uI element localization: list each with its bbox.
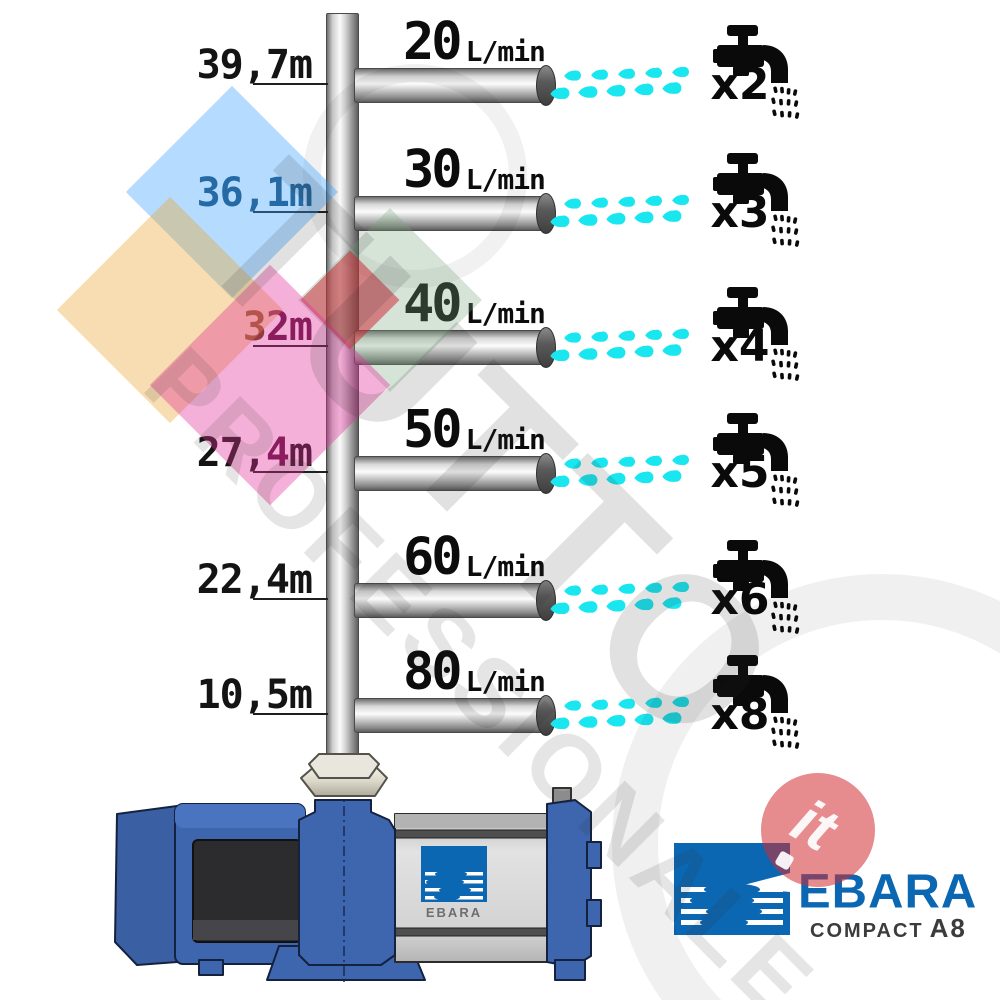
head-depth-label: 39,7m (100, 42, 313, 88)
watermark-it-text: it (780, 786, 848, 865)
head-leader-line (253, 345, 328, 347)
tap-icon (713, 655, 800, 749)
head-leader-line (253, 211, 328, 213)
head-leader-line (253, 598, 328, 600)
head-depth-segment: 27, (196, 430, 267, 476)
head-depth-label: 32m (100, 304, 313, 350)
flow-rate-unit: L/min (465, 296, 546, 330)
pump-fan-cover (114, 805, 178, 966)
pump-barrel-ebara-logo (421, 846, 487, 902)
flow-rate-unit: L/min (465, 549, 546, 583)
head-depth-segment: 22,4m (196, 557, 313, 603)
flow-rate-value: 50 (403, 400, 463, 460)
pump-illustration: EBARA (114, 753, 602, 986)
head-depth-segment: 4 (265, 430, 290, 476)
outlet-pipe-cap (536, 65, 556, 106)
tap-multiplier: x5 (710, 447, 770, 498)
flow-rate-value: 20 (403, 12, 463, 72)
model-prefix: COMPACT (810, 920, 924, 942)
water-spray-droplets (550, 194, 689, 228)
tap-icon (713, 153, 800, 247)
ebara-model-text: COMPACT A8 (810, 913, 967, 944)
ebara-logo-text: EBARA (798, 865, 978, 919)
water-spray-droplets (550, 696, 689, 730)
outlet-pipe-cap (536, 580, 556, 621)
head-depth-segment: m (288, 430, 313, 476)
tap-icon (713, 287, 800, 381)
flow-rate-label: 40 L/min (403, 274, 546, 334)
flow-rate-value: 40 (403, 274, 463, 334)
tap-icon (713, 25, 800, 119)
outlet-pipe-cap (536, 695, 556, 736)
outlet-pipe-cap (536, 193, 556, 234)
outlet-pipe-cap (536, 453, 556, 494)
water-spray-droplets (550, 581, 689, 615)
tap-multiplier: x4 (710, 321, 770, 372)
head-depth-label: 10,5m (100, 672, 313, 718)
flow-rate-unit: L/min (465, 162, 546, 196)
pump-barrel-ebara-text: EBARA (426, 905, 482, 920)
head-depth-segment: 39,7m (196, 42, 313, 88)
outlet-pipe (354, 698, 548, 733)
head-depth-segment: 2m (265, 304, 313, 350)
pump-tie-rod-bottom (394, 927, 564, 937)
tap-multiplier: x2 (710, 59, 770, 110)
head-depth-label: 22,4m (100, 557, 313, 603)
vertical-riser-pipe (326, 13, 359, 777)
head-depth-label: 36,1m (100, 170, 313, 216)
outlet-pipe-cap (536, 327, 556, 368)
model-suffix: A8 (929, 913, 967, 943)
tap-multiplier: x3 (710, 187, 770, 238)
pump-right-flange (546, 799, 592, 968)
head-leader-line (253, 471, 328, 473)
flow-rate-unit: L/min (465, 34, 546, 68)
tap-multiplier: x8 (710, 689, 770, 740)
ebara-logo-mark (674, 843, 790, 935)
outlet-pipe (354, 196, 548, 231)
flow-rate-value: 60 (403, 527, 463, 587)
water-spray-droplets (550, 454, 689, 488)
tap-icon (713, 540, 800, 634)
flow-rate-label: 80 L/min (403, 642, 546, 702)
outlet-pipe (354, 68, 548, 103)
head-depth-segment: 36,1m (196, 170, 313, 216)
outlet-pipe (354, 456, 548, 491)
flow-rate-label: 60 L/min (403, 527, 546, 587)
flow-rate-label: 20 L/min (403, 12, 546, 72)
flow-rate-unit: L/min (465, 664, 546, 698)
outlet-pipe (354, 583, 548, 618)
flow-rate-value: 30 (403, 140, 463, 200)
tap-multiplier: x6 (710, 574, 770, 625)
head-leader-line (253, 83, 328, 85)
outlet-pipe (354, 330, 548, 365)
head-depth-label: 27,4m (100, 430, 313, 476)
pump-union-nut-upper (308, 753, 380, 779)
flow-rate-unit: L/min (465, 422, 546, 456)
water-spray-droplets (550, 328, 689, 362)
flow-rate-label: 30 L/min (403, 140, 546, 200)
head-leader-line (253, 713, 328, 715)
tap-icon (713, 413, 800, 507)
flow-rate-value: 80 (403, 642, 463, 702)
head-depth-segment: 10,5m (196, 672, 313, 718)
water-spray-droplets (550, 66, 689, 100)
head-depth-segment: 3 (242, 304, 267, 350)
pump-tie-rod-top (394, 829, 564, 839)
flow-rate-label: 50 L/min (403, 400, 546, 460)
pump-head (298, 799, 396, 966)
